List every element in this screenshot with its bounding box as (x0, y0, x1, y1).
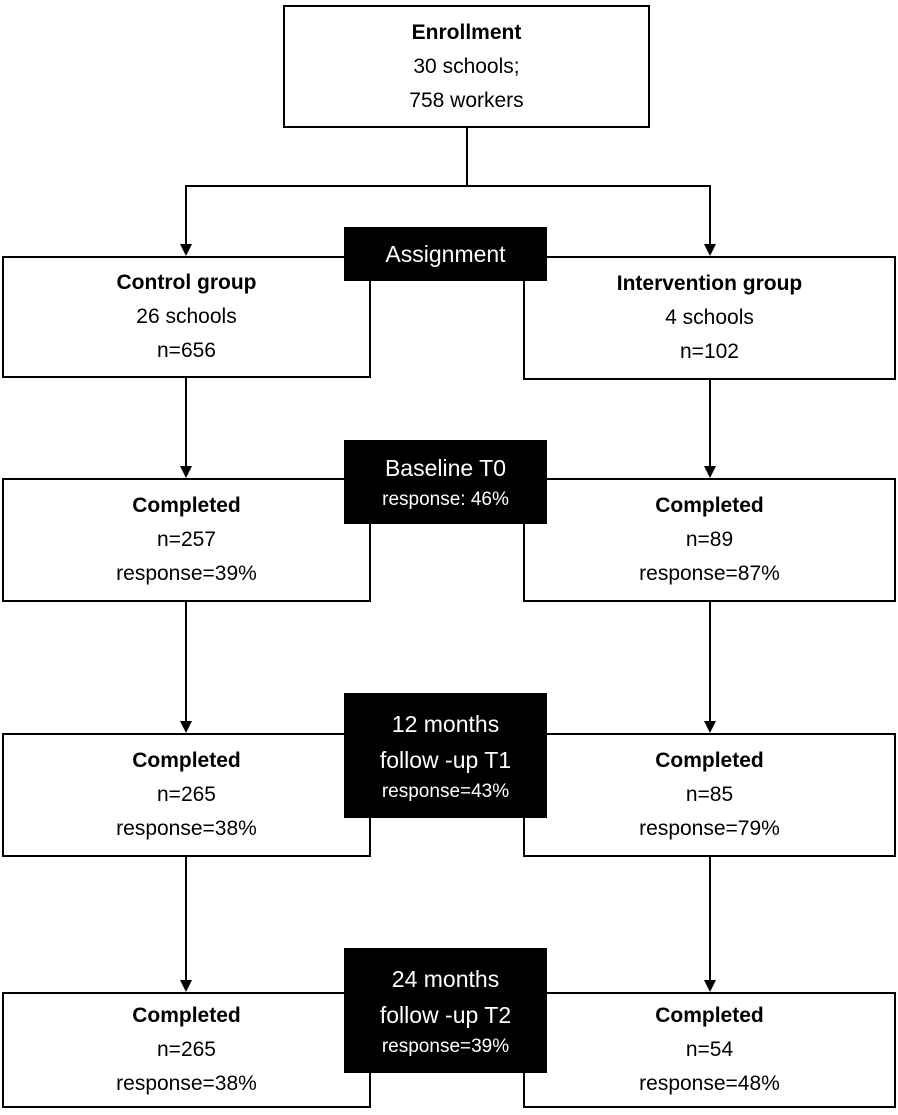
intervention-completed-t0-response: response=87% (639, 562, 780, 585)
intervention-completed-t2-response: response=48% (639, 1072, 780, 1095)
connector-left-drop-0 (185, 185, 187, 245)
connector-left-drop-2 (185, 602, 187, 725)
enrollment-title: Enrollment (411, 20, 522, 44)
control-completed-t2-box: Completed n=265 response=38% (2, 992, 371, 1108)
intervention-completed-t2-box: Completed n=54 response=48% (523, 992, 896, 1108)
intervention-completed-t2-title: Completed (655, 1004, 764, 1027)
followup-t1-stage-box: 12 months follow -up T1 response=43% (344, 693, 547, 818)
connector-right-drop-0 (709, 185, 711, 245)
control-completed-t0-title: Completed (132, 494, 241, 517)
control-group-n: n=656 (157, 339, 216, 362)
followup-t1-label: follow -up T1 (379, 746, 512, 773)
intervention-completed-t1-response: response=79% (639, 817, 780, 840)
arrow-down-icon (703, 466, 716, 478)
control-completed-t1-response: response=38% (116, 817, 257, 840)
intervention-completed-t0-box: Completed n=89 response=87% (523, 478, 896, 602)
intervention-completed-t1-box: Completed n=85 response=79% (523, 733, 896, 857)
enrollment-box: Enrollment 30 schools; 758 workers (283, 5, 650, 128)
control-completed-t1-title: Completed (132, 749, 241, 772)
enrollment-workers: 758 workers (409, 88, 524, 112)
control-completed-t0-box: Completed n=257 response=39% (2, 478, 371, 602)
arrow-down-icon (179, 466, 192, 478)
followup-t1-months: 12 months (391, 710, 500, 737)
control-group-schools: 26 schools (136, 305, 237, 328)
intervention-completed-t1-title: Completed (655, 749, 764, 772)
arrow-down-icon (179, 244, 192, 256)
intervention-completed-t1-n: n=85 (685, 783, 734, 806)
arrow-down-icon (703, 721, 716, 733)
control-group-title: Control group (116, 271, 257, 294)
intervention-completed-t0-title: Completed (655, 494, 764, 517)
arrow-down-icon (179, 721, 192, 733)
followup-t2-months: 24 months (391, 965, 500, 992)
baseline-t0-stage-box: Baseline T0 response: 46% (344, 440, 547, 524)
arrow-down-icon (703, 980, 716, 992)
connector-right-drop-2 (709, 602, 711, 725)
followup-t1-response: response=43% (381, 780, 510, 802)
connector-left-drop-3 (185, 857, 187, 984)
control-completed-t1-box: Completed n=265 response=38% (2, 733, 371, 857)
intervention-completed-t2-n: n=54 (685, 1038, 734, 1061)
control-completed-t0-response: response=39% (116, 562, 257, 585)
intervention-group-box: Intervention group 4 schools n=102 (523, 256, 896, 380)
connector-right-drop-1 (709, 380, 711, 470)
connector-right-drop-3 (709, 857, 711, 984)
arrow-down-icon (179, 980, 192, 992)
connector-left-drop-1 (185, 378, 187, 470)
followup-t2-response: response=39% (381, 1035, 510, 1057)
baseline-t0-response: response: 46% (382, 489, 509, 510)
enrollment-schools: 30 schools; (413, 54, 520, 78)
baseline-t0-label: Baseline T0 (384, 455, 507, 481)
followup-t2-label: follow -up T2 (379, 1001, 512, 1028)
followup-t2-stage-box: 24 months follow -up T2 response=39% (344, 948, 547, 1073)
control-completed-t1-n: n=265 (157, 783, 216, 806)
intervention-group-title: Intervention group (616, 272, 803, 295)
arrow-down-icon (703, 244, 716, 256)
assignment-label: Assignment (385, 241, 506, 267)
control-completed-t2-n: n=265 (157, 1038, 216, 1061)
control-group-box: Control group 26 schools n=656 (2, 256, 371, 378)
connector-split-horizontal (185, 185, 710, 187)
intervention-group-schools: 4 schools (665, 306, 754, 329)
control-completed-t2-response: response=38% (116, 1072, 257, 1095)
control-completed-t0-n: n=257 (157, 528, 216, 551)
intervention-completed-t0-n: n=89 (685, 528, 734, 551)
assignment-stage-box: Assignment (344, 227, 547, 281)
connector-enrollment-stem (466, 128, 468, 186)
control-completed-t2-title: Completed (132, 1004, 241, 1027)
intervention-group-n: n=102 (680, 340, 739, 363)
